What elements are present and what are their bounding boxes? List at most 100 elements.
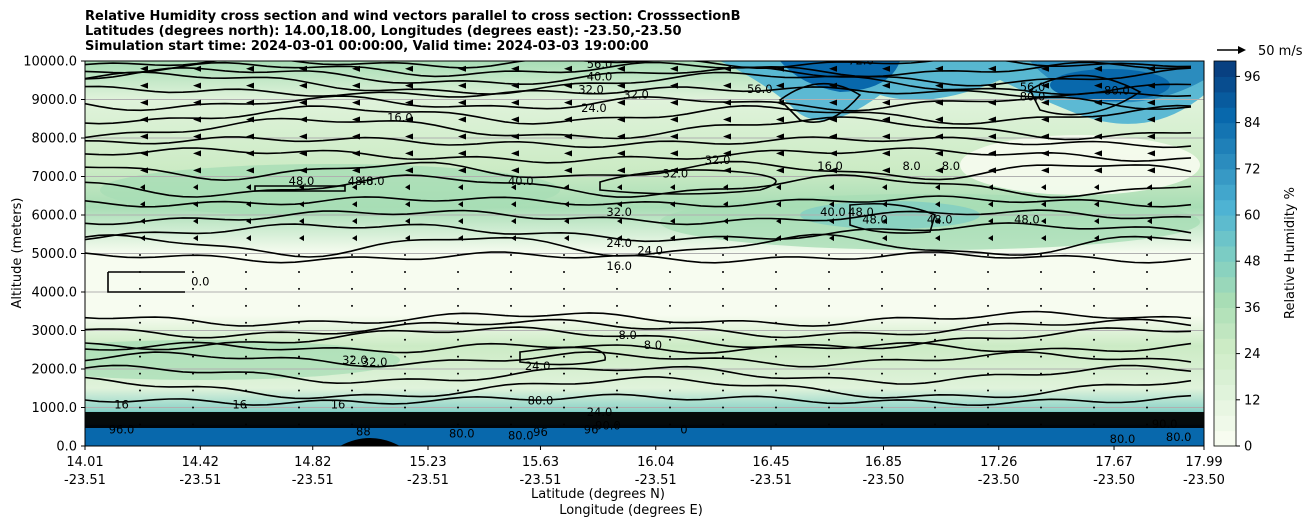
wind-vector (617, 150, 625, 157)
contour-line (85, 251, 1192, 264)
wind-vector (1041, 218, 1046, 225)
contour-label: 24.0 (587, 405, 613, 419)
colorbar-segment (1214, 353, 1236, 370)
contour-labels: 56.040.032.0 32.024.016.056.072.056.080.0… (109, 61, 1192, 446)
wind-vector (617, 218, 622, 225)
wind-vector (616, 406, 618, 409)
wind-vector (563, 287, 565, 290)
x-tick-label-lon: -23.51 (292, 473, 334, 488)
wind-vector (881, 389, 883, 392)
contour-label: 90.0 (595, 419, 621, 433)
contour-label: 40.0 (587, 69, 613, 83)
wind-vector (882, 65, 890, 72)
wind-vector (829, 116, 837, 123)
wind-vector (563, 304, 565, 307)
wind-vector (882, 133, 890, 140)
wind-vector (298, 372, 300, 375)
contour-label: 8.0 (644, 338, 662, 352)
wind-vector (881, 254, 883, 257)
wind-vector (405, 201, 410, 208)
wind-vector (1147, 65, 1155, 72)
contour-line (85, 104, 1192, 125)
wind-vector (511, 82, 519, 89)
wind-vector (881, 406, 883, 409)
wind-vector (563, 406, 565, 409)
contour-label: 16 (232, 398, 247, 412)
wind-vector (404, 254, 406, 257)
wind-vector (934, 321, 936, 324)
wind-vector (246, 150, 254, 157)
wind-vector (829, 65, 837, 72)
wind-vector (511, 116, 519, 123)
wind-vector (246, 184, 251, 191)
wind-vector (405, 99, 413, 106)
wind-vector (1094, 116, 1102, 123)
contour-label: 24.0 (581, 101, 607, 115)
wind-vector (722, 338, 724, 341)
wind-vector (510, 287, 512, 290)
wind-vector (404, 304, 406, 307)
colorbar-segment (1214, 307, 1236, 324)
wind-vector (458, 218, 463, 225)
wind-vector (352, 82, 360, 89)
wind-vector (351, 389, 353, 392)
wind-vector (934, 406, 936, 409)
wind-vector (882, 99, 890, 106)
contour-label: 32.0 (623, 88, 649, 102)
colorbar-tick-label: 24 (1244, 347, 1261, 362)
wind-vector (616, 338, 618, 341)
wind-vector (669, 355, 671, 358)
contour-line (85, 136, 1192, 149)
colorbar: 0 12 24 36 48 60 72 84 96 (1213, 60, 1261, 455)
wind-vector (882, 201, 887, 208)
wind-vector (776, 201, 781, 208)
quiver-key-arrowhead (1238, 46, 1246, 54)
wind-vector (723, 218, 728, 225)
wind-vector (299, 235, 304, 242)
wind-vector (405, 133, 413, 140)
contour-label: 96.0 (109, 423, 135, 437)
wind-vector (458, 116, 466, 123)
wind-vector (139, 423, 141, 426)
contour-line (85, 351, 1192, 368)
wind-vector (1041, 65, 1049, 72)
wind-vector (669, 287, 671, 290)
wind-vector (298, 423, 300, 426)
wind-vector (458, 184, 463, 191)
wind-vector (140, 150, 148, 157)
x-tick-label-lon: -23.50 (863, 473, 905, 488)
y-tick-label: 9000.0 (32, 93, 78, 108)
wind-vector (298, 406, 300, 409)
wind-vector (828, 372, 830, 375)
contour-label: 32.0 (606, 205, 632, 219)
wind-vector (457, 287, 459, 290)
contour-label: 16 (331, 398, 346, 412)
wind-vector (299, 150, 307, 157)
wind-vector (511, 133, 519, 140)
wind-vector (511, 201, 516, 208)
wind-vector (457, 389, 459, 392)
wind-vector (617, 167, 625, 174)
wind-vector (1041, 184, 1046, 191)
y-axis-label: Altitude (meters) (10, 198, 25, 309)
wind-vector (988, 218, 993, 225)
wind-vector (776, 167, 784, 174)
x-tick-label-lat: 16.85 (865, 455, 902, 470)
wind-vector (352, 116, 360, 123)
wind-vector (935, 99, 943, 106)
contour-line (85, 326, 1192, 351)
wind-vector (775, 406, 777, 409)
wind-vector (351, 254, 353, 257)
wind-vector (245, 372, 247, 375)
wind-vector (722, 355, 724, 358)
wind-vector (351, 287, 353, 290)
wind-vector (245, 338, 247, 341)
wind-vector (510, 338, 512, 341)
wind-vector (829, 99, 837, 106)
wind-vector (510, 355, 512, 358)
wind-vector (1146, 423, 1148, 426)
wind-vector (988, 82, 996, 89)
wind-vector (617, 201, 622, 208)
wind-vector (245, 389, 247, 392)
wind-vector (404, 406, 406, 409)
